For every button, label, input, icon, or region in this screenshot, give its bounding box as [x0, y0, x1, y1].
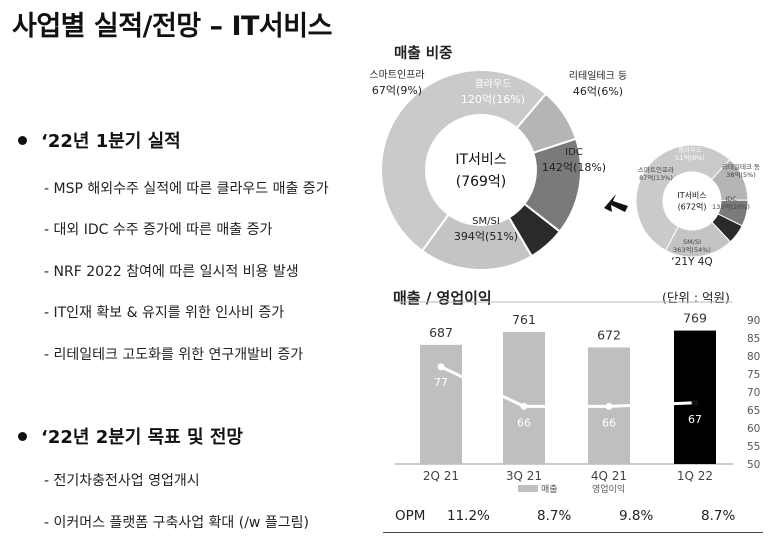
y2-tick-label: 80	[747, 351, 760, 363]
opm-value: 11.2%	[447, 508, 490, 524]
slice-name-label: 스마트인프라	[369, 69, 424, 81]
pie-center-value: (769억)	[456, 174, 507, 190]
list-item: - NRF 2022 참여에 따른 일시적 비용 발생	[44, 264, 299, 280]
list-item: - 리테일테크 고도화를 위한 연구개발비 증가	[44, 347, 304, 363]
op-profit-point	[691, 399, 699, 407]
slice-name-label: IDC	[725, 195, 737, 203]
bullet-icon	[18, 431, 27, 441]
slice-value-label: 51억(8%)	[675, 154, 705, 162]
revenue-bar	[420, 344, 462, 464]
section-1q22-heading-text: ‘22년 1분기 실적	[41, 131, 181, 152]
pie-slice	[635, 144, 731, 252]
y2-tick-label: 85	[747, 333, 760, 345]
slice-value-label: 38억(5%)	[726, 171, 756, 179]
y2-tick-label: 55	[747, 441, 760, 453]
slice-name-label: IDC	[565, 147, 583, 158]
pie-slice	[380, 69, 548, 253]
opm-value: 9.8%	[619, 508, 654, 524]
page-title: 사업별 실적/전망 – IT서비스	[12, 11, 332, 42]
op-profit-data-label: 77	[434, 376, 448, 389]
y2-tick-label: 60	[747, 423, 760, 435]
legend-label-op-profit: 영업이익	[592, 483, 625, 495]
x-tick-label: 2Q 21	[423, 469, 459, 483]
slice-value-label: 67억(9%)	[372, 84, 422, 97]
slice-name-label: SM/SI	[472, 216, 500, 227]
legend-label-revenue: 매출	[541, 484, 558, 495]
section-2q22-heading-text: ‘22년 2분기 목표 및 전망	[41, 427, 243, 448]
small-pie-title: ‘21Y 4Q	[671, 256, 712, 268]
pie-center-label: IT서비스	[455, 152, 506, 168]
pie-slice	[665, 221, 732, 258]
slice-value-label: 394억(51%)	[454, 230, 518, 243]
list-item: - MSP 해외수주 실적에 따른 클라우드 매출 증가	[44, 181, 329, 197]
op-profit-line	[440, 365, 696, 408]
slice-name-label: 리테일테크 등	[569, 70, 627, 82]
pie-center-label: IT서비스	[677, 191, 706, 200]
op-profit-data-label: 66	[602, 416, 616, 429]
y2-tick-label: 65	[747, 405, 760, 417]
slice-value-label: 142억(18%)	[542, 161, 606, 174]
section-1q22-heading: ‘22년 1분기 실적	[18, 127, 181, 153]
slice-value-label: 87억(13%)	[639, 174, 673, 182]
y2-tick-label: 70	[747, 387, 760, 399]
pie-center-value: (672억)	[678, 202, 707, 212]
opm-value: 8.7%	[537, 508, 572, 524]
slice-name-label: 클라우드	[678, 145, 702, 154]
revenue-data-label: 769	[683, 311, 707, 326]
section-2q22-heading: ‘22년 2분기 목표 및 전망	[18, 423, 243, 449]
slice-value-label: 133억(20%)	[712, 203, 750, 211]
y2-tick-label: 75	[747, 369, 760, 381]
revenue-mix-title: 매출 비중	[394, 46, 453, 62]
op-profit-data-label: 67	[688, 413, 702, 426]
legend-swatch-revenue	[518, 485, 538, 492]
unit-label: (단위 : 억원)	[662, 290, 730, 305]
list-item: - 대외 IDC 수주 증가에 따른 매출 증가	[44, 222, 273, 238]
list-item: - 이커머스 플랫폼 구축사업 확대 (/w 플그림)	[44, 515, 309, 531]
list-item: - 전기차충전사업 영업개시	[44, 473, 200, 489]
opm-value: 8.7%	[701, 508, 736, 524]
slice-name-label: 리테일테크 등	[722, 162, 760, 171]
y2-tick-label: 50	[747, 459, 760, 471]
x-tick-label: 4Q 21	[591, 469, 627, 483]
op-profit-point	[437, 363, 445, 371]
revenue-bar	[503, 331, 545, 464]
revenue-data-label: 672	[597, 327, 621, 342]
op-profit-data-label: 66	[517, 416, 531, 429]
slice-name-label: SM/SI	[683, 238, 701, 246]
list-item: - IT인재 확보 & 유지를 위한 인사비 증가	[44, 305, 285, 321]
y2-tick-label: 90	[747, 315, 760, 327]
bullet-icon	[18, 135, 27, 145]
slice-value-label: 363억(54%)	[673, 246, 711, 254]
slice-name-label: 클라우드	[475, 78, 512, 90]
slice-value-label: 120억(16%)	[461, 93, 525, 106]
op-profit-point	[605, 402, 613, 410]
opm-label: OPM	[395, 508, 426, 524]
op-profit-point	[520, 402, 528, 410]
opm-row: OPM 11.2% 8.7% 9.8% 8.7%	[383, 508, 763, 530]
slice-name-label: 스마트인프라	[638, 165, 674, 174]
x-tick-label: 3Q 21	[506, 469, 542, 483]
pie-slice	[420, 213, 534, 271]
slice-value-label: 46억(6%)	[573, 85, 623, 98]
x-tick-label: 1Q 22	[677, 469, 713, 483]
revenue-data-label: 761	[512, 312, 536, 327]
opm-underline	[383, 532, 763, 533]
arrow-icon	[604, 194, 628, 212]
revenue-bar	[674, 330, 716, 464]
revenue-data-label: 687	[429, 325, 453, 340]
